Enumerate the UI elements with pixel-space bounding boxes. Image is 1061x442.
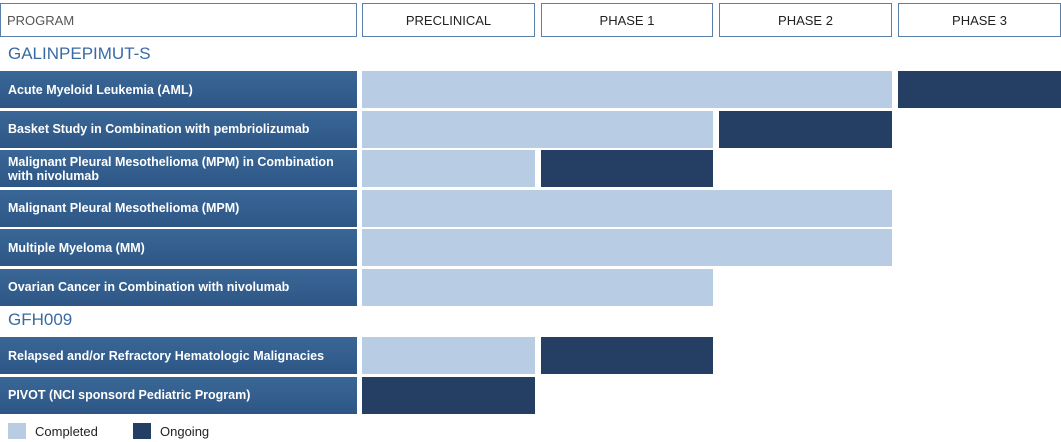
group-label: GFH009 <box>8 310 73 329</box>
program-name: PIVOT (NCI sponsord Pediatric Program) <box>0 376 357 414</box>
legend-swatch <box>133 423 151 439</box>
program-name: Relapsed and/or Refractory Hematologic M… <box>0 337 357 374</box>
program-name: Acute Myeloid Leukemia (AML) <box>0 71 357 108</box>
program-name: Malignant Pleural Mesothelioma (MPM) <box>0 189 357 227</box>
completed-bar <box>362 229 892 266</box>
program-name: Multiple Myeloma (MM) <box>0 229 357 266</box>
ongoing-bar <box>898 71 1061 108</box>
column-header: PHASE 2 <box>719 3 892 37</box>
ongoing-bar <box>719 110 892 148</box>
completed-bar <box>362 150 535 187</box>
completed-bar <box>362 189 892 227</box>
completed-bar <box>362 71 892 108</box>
column-header: PHASE 1 <box>541 3 713 37</box>
column-header: PRECLINICAL <box>362 3 535 37</box>
completed-bar <box>362 268 713 306</box>
program-name: Ovarian Cancer in Combination with nivol… <box>0 268 357 306</box>
program-name: Basket Study in Combination with pembrio… <box>0 110 357 148</box>
legend-label: Ongoing <box>160 424 210 439</box>
program-name: Malignant Pleural Mesothelioma (MPM) in … <box>0 150 357 187</box>
column-header: PHASE 3 <box>898 3 1061 37</box>
ongoing-bar <box>362 376 535 414</box>
ongoing-bar <box>541 150 713 187</box>
legend-swatch <box>8 423 26 439</box>
ongoing-bar <box>541 337 713 374</box>
completed-bar <box>362 110 713 148</box>
column-header: PROGRAM <box>0 3 357 37</box>
completed-bar <box>362 337 535 374</box>
legend-label: Completed <box>35 424 98 439</box>
group-label: GALINPEPIMUT-S <box>8 44 151 63</box>
